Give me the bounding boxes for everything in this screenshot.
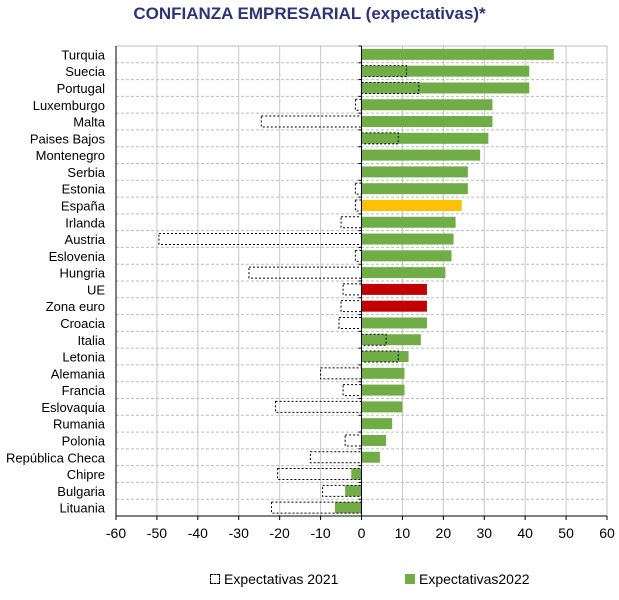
bar-2022 xyxy=(361,367,405,379)
category-label: Zona euro xyxy=(46,299,105,314)
bar-2021 xyxy=(354,182,362,195)
category-label: Chipre xyxy=(67,467,105,482)
bar-2021 xyxy=(270,501,363,514)
category-label: República Checa xyxy=(6,450,106,465)
bar-2022 xyxy=(361,199,462,211)
x-tick-label: 60 xyxy=(599,525,615,541)
x-tick-label: 40 xyxy=(517,525,533,541)
x-tick-label: -50 xyxy=(147,525,167,541)
bar-2021 xyxy=(361,81,420,94)
category-label: Lituania xyxy=(59,501,105,516)
category-label: Estonia xyxy=(62,182,106,197)
bar-2022 xyxy=(361,434,387,446)
bar-2022 xyxy=(361,82,530,94)
x-tick-label: 10 xyxy=(395,525,411,541)
bar-2021 xyxy=(344,434,362,447)
category-label: Francia xyxy=(62,383,106,398)
legend-item-2022: Expectativas2022 xyxy=(405,571,530,587)
x-tick-label: -20 xyxy=(270,525,290,541)
category-label: Polonia xyxy=(62,433,106,448)
bar-2022 xyxy=(361,116,493,128)
bar-2022 xyxy=(361,267,446,279)
category-label: Turquia xyxy=(61,47,105,62)
bar-2021 xyxy=(158,233,362,246)
category-label: Alemania xyxy=(51,366,106,381)
x-tick-label: 50 xyxy=(558,525,574,541)
bar-2021 xyxy=(248,266,363,279)
category-label: Montenegro xyxy=(36,148,105,163)
legend-swatch-2022 xyxy=(405,574,415,584)
category-label: Austria xyxy=(65,232,106,247)
category-label: Croacia xyxy=(60,316,106,331)
bar-2022 xyxy=(361,351,409,363)
bar-2022 xyxy=(361,418,393,430)
category-label: Serbia xyxy=(67,165,105,180)
category-label: Eslovaquia xyxy=(41,400,105,415)
category-label: Suecia xyxy=(65,64,106,79)
category-label: Eslovenia xyxy=(49,249,106,264)
bar-2022 xyxy=(361,384,405,396)
category-label: Rumania xyxy=(53,417,106,432)
bar-2021 xyxy=(354,249,362,262)
bar-2022 xyxy=(361,401,403,413)
axis-layer: Turquia Suecia Portugal Luxemburgo MaltaPais… xyxy=(6,45,615,541)
x-tick-label: 30 xyxy=(476,525,492,541)
bar-2022 xyxy=(361,334,421,346)
bar-2022 xyxy=(361,99,493,111)
bar-2021 xyxy=(354,98,362,111)
bar-2022 xyxy=(361,48,554,60)
bar-2022 xyxy=(361,216,456,228)
bar-2022 xyxy=(361,300,427,312)
bar-2022 xyxy=(351,468,362,480)
bar-2021 xyxy=(275,400,363,413)
bar-2022 xyxy=(361,183,468,195)
bar-2022 xyxy=(361,65,530,77)
bar-2021 xyxy=(320,367,363,380)
x-tick-label: -40 xyxy=(188,525,208,541)
x-tick-label: -30 xyxy=(229,525,249,541)
category-label: Luxemburgo xyxy=(33,98,105,113)
category-label: Malta xyxy=(73,115,106,130)
category-label: Paises Bajos xyxy=(30,131,106,146)
x-tick-label: 0 xyxy=(358,525,366,541)
category-label: España xyxy=(61,198,106,213)
bar-2021 xyxy=(260,115,363,128)
bar-2021 xyxy=(340,300,362,313)
bar-2021 xyxy=(342,283,362,296)
legend-label-2022: Expectativas2022 xyxy=(419,571,530,587)
bar-2022 xyxy=(334,502,362,514)
bar-2022 xyxy=(361,132,489,144)
bar-2022 xyxy=(361,233,454,245)
bar-2022 xyxy=(345,485,362,497)
bar-2021 xyxy=(309,451,362,464)
bar-2022 xyxy=(361,166,468,178)
category-label: Hungria xyxy=(59,266,105,281)
bar-2021 xyxy=(354,199,362,212)
chart-title: CONFIANZA EMPRESARIAL (expectativas)* xyxy=(133,4,486,23)
category-label: Bulgaria xyxy=(57,484,105,499)
bar-2021 xyxy=(338,316,362,329)
bar-2022 xyxy=(361,283,427,295)
legend-label-2021: Expectativas 2021 xyxy=(224,571,339,587)
x-tick-label: 20 xyxy=(436,525,452,541)
x-tick-label: -10 xyxy=(310,525,330,541)
category-label: UE xyxy=(87,282,105,297)
legend-swatch-2021 xyxy=(210,574,220,584)
bar-2022 xyxy=(361,250,452,262)
category-label: Irlanda xyxy=(65,215,106,230)
legend-item-2021: Expectativas 2021 xyxy=(210,571,338,587)
category-label: Letonia xyxy=(62,350,105,365)
bar-2022 xyxy=(361,149,481,161)
category-label: Portugal xyxy=(57,81,106,96)
bar-2022 xyxy=(361,451,380,463)
category-label: Italia xyxy=(78,333,106,348)
bar-2021 xyxy=(277,468,362,481)
bar-2022 xyxy=(361,317,427,329)
x-tick-label: -60 xyxy=(106,525,126,541)
bar-2021 xyxy=(342,384,362,397)
bar-2021 xyxy=(340,216,362,229)
